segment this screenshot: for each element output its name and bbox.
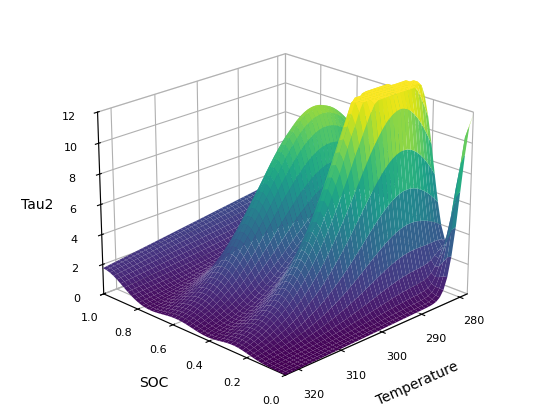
Y-axis label: SOC: SOC [139,376,169,390]
X-axis label: Temperature: Temperature [374,359,460,408]
